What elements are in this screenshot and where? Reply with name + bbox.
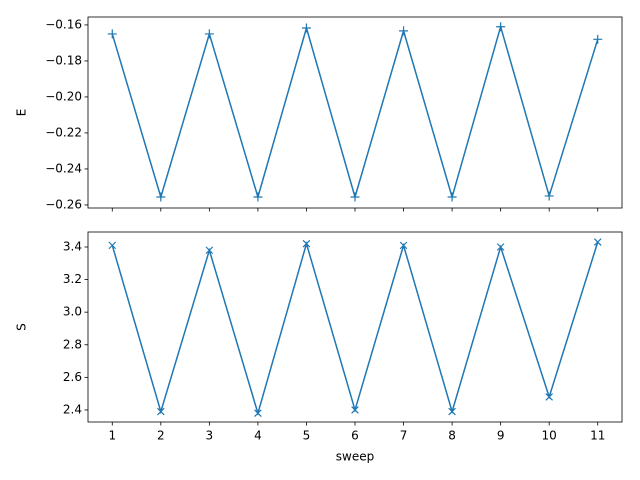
y-axis-label: E xyxy=(15,109,29,117)
marker xyxy=(496,22,506,32)
marker xyxy=(545,393,553,401)
x-tick-label: 10 xyxy=(542,429,557,443)
marker xyxy=(156,192,166,202)
axes-frame xyxy=(87,16,623,209)
marker xyxy=(448,407,456,416)
marker xyxy=(301,23,311,33)
x-tick-label: 1 xyxy=(108,429,116,443)
marker xyxy=(254,409,262,418)
y-tick-label: 3.2 xyxy=(63,272,82,286)
x-tick-label: 3 xyxy=(206,429,214,443)
x-tick-label: 9 xyxy=(497,429,505,443)
marker xyxy=(351,406,359,414)
x-tick-label: 4 xyxy=(254,429,262,443)
y-tick-label: 3.0 xyxy=(63,305,82,319)
y-tick-label: 3.4 xyxy=(63,239,82,253)
marker xyxy=(593,238,602,246)
axes-frame xyxy=(87,231,623,423)
marker xyxy=(544,191,554,201)
marker xyxy=(302,239,311,248)
y-tick-label: −0.24 xyxy=(45,161,82,175)
x-tick-label: 6 xyxy=(351,429,359,443)
y-axis-label: S xyxy=(15,323,29,331)
x-tick-label: 2 xyxy=(157,429,165,443)
line xyxy=(111,241,599,416)
x-tick-label: 7 xyxy=(400,429,408,443)
marker xyxy=(447,192,457,202)
x-tick-label: 11 xyxy=(590,429,605,443)
marker xyxy=(253,192,263,202)
marker xyxy=(157,407,165,416)
marker xyxy=(399,26,409,36)
y-tick-label: −0.22 xyxy=(45,125,82,139)
marker xyxy=(593,34,603,44)
marker xyxy=(399,241,408,250)
x-tick-label: 5 xyxy=(303,429,311,443)
x-axis-label: sweep xyxy=(336,450,374,464)
y-tick-label: −0.16 xyxy=(45,17,82,31)
y-tick-label: 2.8 xyxy=(63,337,82,351)
marker xyxy=(204,29,214,39)
y-tick-label: 2.6 xyxy=(63,370,82,384)
marker xyxy=(205,246,214,255)
x-tick-label: 8 xyxy=(448,429,456,443)
y-tick-label: −0.20 xyxy=(45,89,82,103)
y-tick-label: −0.18 xyxy=(45,53,82,67)
y-tick-label: −0.26 xyxy=(45,197,82,211)
y-tick-label: 2.4 xyxy=(63,402,82,416)
line xyxy=(111,23,599,200)
marker xyxy=(496,243,505,251)
marker xyxy=(107,29,117,39)
marker xyxy=(350,192,360,202)
marker xyxy=(108,241,117,250)
